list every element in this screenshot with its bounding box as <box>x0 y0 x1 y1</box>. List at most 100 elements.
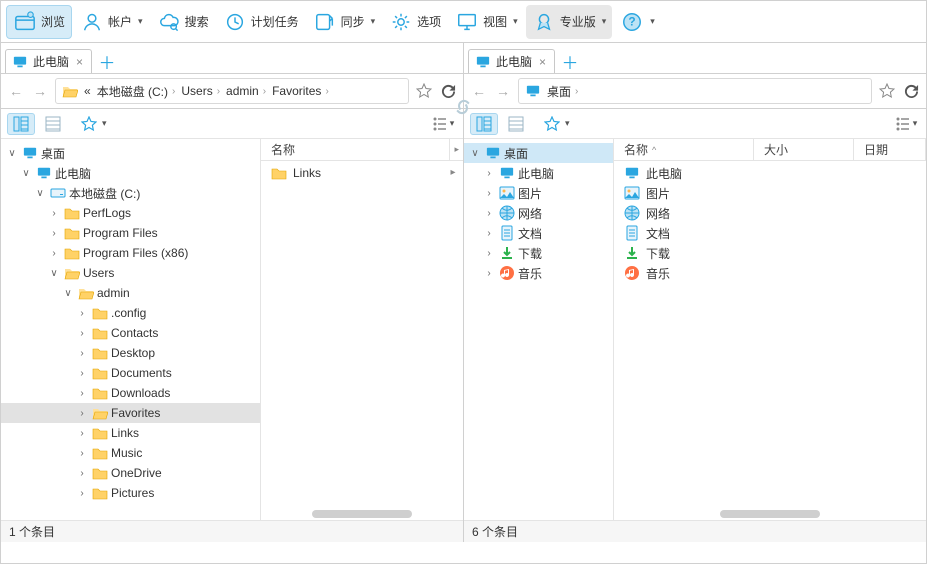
tree-item[interactable]: ›网络 <box>464 203 613 223</box>
tree-users[interactable]: ∨Users <box>1 263 260 283</box>
right-address-bar[interactable]: 桌面› <box>518 78 872 104</box>
browse-icon <box>13 10 37 34</box>
tree-folder[interactable]: ›OneDrive <box>1 463 260 483</box>
favorites-dropdown[interactable]: ▾ <box>544 116 570 132</box>
tree-folder[interactable]: ›Downloads <box>1 383 260 403</box>
crumb[interactable]: 本地磁盘 (C:)› <box>97 83 176 100</box>
crumb[interactable]: Favorites› <box>272 84 329 98</box>
tree-item[interactable]: ›音乐 <box>464 263 613 283</box>
tree-favorites[interactable]: ›Favorites <box>1 403 260 423</box>
left-list-header[interactable]: 名称 ▸ <box>261 139 463 161</box>
tree-item[interactable]: ›图片 <box>464 183 613 203</box>
h-scrollbar[interactable] <box>720 510 820 518</box>
tree-folder[interactable]: ›Contacts <box>1 323 260 343</box>
right-navrow: ← → 桌面› <box>464 73 926 109</box>
list-item[interactable]: 下载 <box>618 243 922 263</box>
list-view-button[interactable] <box>502 113 530 135</box>
refresh-button[interactable] <box>902 84 920 99</box>
left-navrow: ← → « 本地磁盘 (C:)› Users› admin› Favorites… <box>1 73 463 109</box>
left-viewrow: ▾ ▾ <box>1 109 463 139</box>
tree-folder[interactable]: ›Music <box>1 443 260 463</box>
tree-folder[interactable]: ›Documents <box>1 363 260 383</box>
favorite-button[interactable] <box>415 83 433 99</box>
toolbar-options-label: 选项 <box>417 13 441 30</box>
toolbar-options[interactable]: 选项 <box>383 5 447 39</box>
toolbar-pro[interactable]: 专业版▾ <box>526 5 613 39</box>
toolbar-help[interactable]: ▾ <box>614 5 661 39</box>
tree-folder[interactable]: ›Links <box>1 423 260 443</box>
favorites-dropdown[interactable]: ▾ <box>81 116 107 132</box>
right-body: ∨桌面 ›此电脑 ›图片 ›网络 ›文档 ›下载 ›音乐 名称^ <box>464 139 926 520</box>
left-list-body[interactable]: Links ▸ <box>261 161 463 520</box>
folder-icon <box>62 83 78 99</box>
tree-desktop[interactable]: ∨桌面 <box>1 143 260 163</box>
add-tab-button[interactable]: ＋ <box>557 49 583 73</box>
monitor-icon <box>475 54 491 70</box>
right-tree[interactable]: ∨桌面 ›此电脑 ›图片 ›网络 ›文档 ›下载 ›音乐 <box>464 139 614 520</box>
sync-icon <box>313 10 337 34</box>
nav-fwd[interactable]: → <box>31 83 49 99</box>
left-tabbar: 此电脑 × ＋ <box>1 43 463 73</box>
toolbar-browse[interactable]: 浏览 <box>6 5 72 39</box>
right-list-header[interactable]: 名称^ 大小 日期 <box>614 139 926 161</box>
tree-desktop[interactable]: ∨桌面 <box>464 143 613 163</box>
tree-thispc[interactable]: ∨此电脑 <box>1 163 260 183</box>
h-scrollbar[interactable] <box>312 510 412 518</box>
col-expand[interactable]: ▸ <box>450 144 463 155</box>
toolbar-view[interactable]: 视图▾ <box>449 5 524 39</box>
list-item[interactable]: 此电脑 <box>618 163 922 183</box>
toolbar-account[interactable]: 帐户▾ <box>74 5 149 39</box>
list-view-button[interactable] <box>39 113 67 135</box>
right-list-body[interactable]: 此电脑 图片 网络 文档 下载 音乐 <box>614 161 926 520</box>
toolbar-schedule[interactable]: 计划任务 <box>217 5 305 39</box>
detail-view-button[interactable]: ▾ <box>892 113 920 135</box>
tree-folder[interactable]: ›Pictures <box>1 483 260 503</box>
crumb[interactable]: 桌面› <box>547 83 578 100</box>
chevron-down-icon: ▾ <box>138 16 143 27</box>
main-toolbar: 浏览 帐户▾ 搜索 计划任务 同步▾ 选项 视图▾ 专业版▾ ▾ <box>1 1 926 43</box>
right-status: 6 个条目 <box>464 520 926 542</box>
list-item[interactable]: 网络 <box>618 203 922 223</box>
list-item[interactable]: 图片 <box>618 183 922 203</box>
toolbar-schedule-label: 计划任务 <box>251 13 299 30</box>
right-tab[interactable]: 此电脑 × <box>468 49 555 73</box>
monitor-icon <box>12 54 28 70</box>
left-tree[interactable]: ∨桌面 ∨此电脑 ∨本地磁盘 (C:) ›PerfLogs ›Program F… <box>1 139 261 520</box>
tree-item[interactable]: ›此电脑 <box>464 163 613 183</box>
clock-icon <box>223 10 247 34</box>
crumb[interactable]: admin› <box>226 84 266 98</box>
list-item[interactable]: 音乐 <box>618 263 922 283</box>
tree-admin[interactable]: ∨admin <box>1 283 260 303</box>
favorite-button[interactable] <box>878 83 896 99</box>
toolbar-sync[interactable]: 同步▾ <box>307 5 382 39</box>
toolbar-search[interactable]: 搜索 <box>151 5 215 39</box>
list-item[interactable]: Links <box>265 163 459 183</box>
tree-drive[interactable]: ∨本地磁盘 (C:) <box>1 183 260 203</box>
tree-folder[interactable]: ›Program Files <box>1 223 260 243</box>
left-address-bar[interactable]: « 本地磁盘 (C:)› Users› admin› Favorites› <box>55 78 409 104</box>
left-tab[interactable]: 此电脑 × <box>5 49 92 73</box>
tree-item[interactable]: ›下载 <box>464 243 613 263</box>
chevron-down-icon: ▾ <box>650 16 655 27</box>
tree-folder[interactable]: ›Desktop <box>1 343 260 363</box>
nav-fwd[interactable]: → <box>494 83 512 99</box>
add-tab-button[interactable]: ＋ <box>94 49 120 73</box>
tree-folder[interactable]: ›PerfLogs <box>1 203 260 223</box>
chevron-down-icon: ▾ <box>371 16 376 27</box>
crumb[interactable]: « <box>84 84 91 98</box>
list-item[interactable]: 文档 <box>618 223 922 243</box>
left-pane: 此电脑 × ＋ ← → « 本地磁盘 (C:)› Users› admin› F… <box>1 43 464 542</box>
tree-folder[interactable]: ›.config <box>1 303 260 323</box>
close-icon[interactable]: × <box>537 55 548 69</box>
tree-folder[interactable]: ›Program Files (x86) <box>1 243 260 263</box>
tree-view-button[interactable] <box>7 113 35 135</box>
tree-item[interactable]: ›文档 <box>464 223 613 243</box>
help-icon <box>620 10 644 34</box>
close-icon[interactable]: × <box>74 55 85 69</box>
left-tab-label: 此电脑 <box>33 53 69 70</box>
right-pane: 此电脑 × ＋ ← → 桌面› ▾ ▾ ∨桌面 <box>464 43 926 542</box>
left-list: 名称 ▸ Links ▸ <box>261 139 463 520</box>
nav-back[interactable]: ← <box>7 83 25 99</box>
crumb[interactable]: Users› <box>181 84 220 98</box>
link-panes-icon[interactable] <box>451 95 475 119</box>
